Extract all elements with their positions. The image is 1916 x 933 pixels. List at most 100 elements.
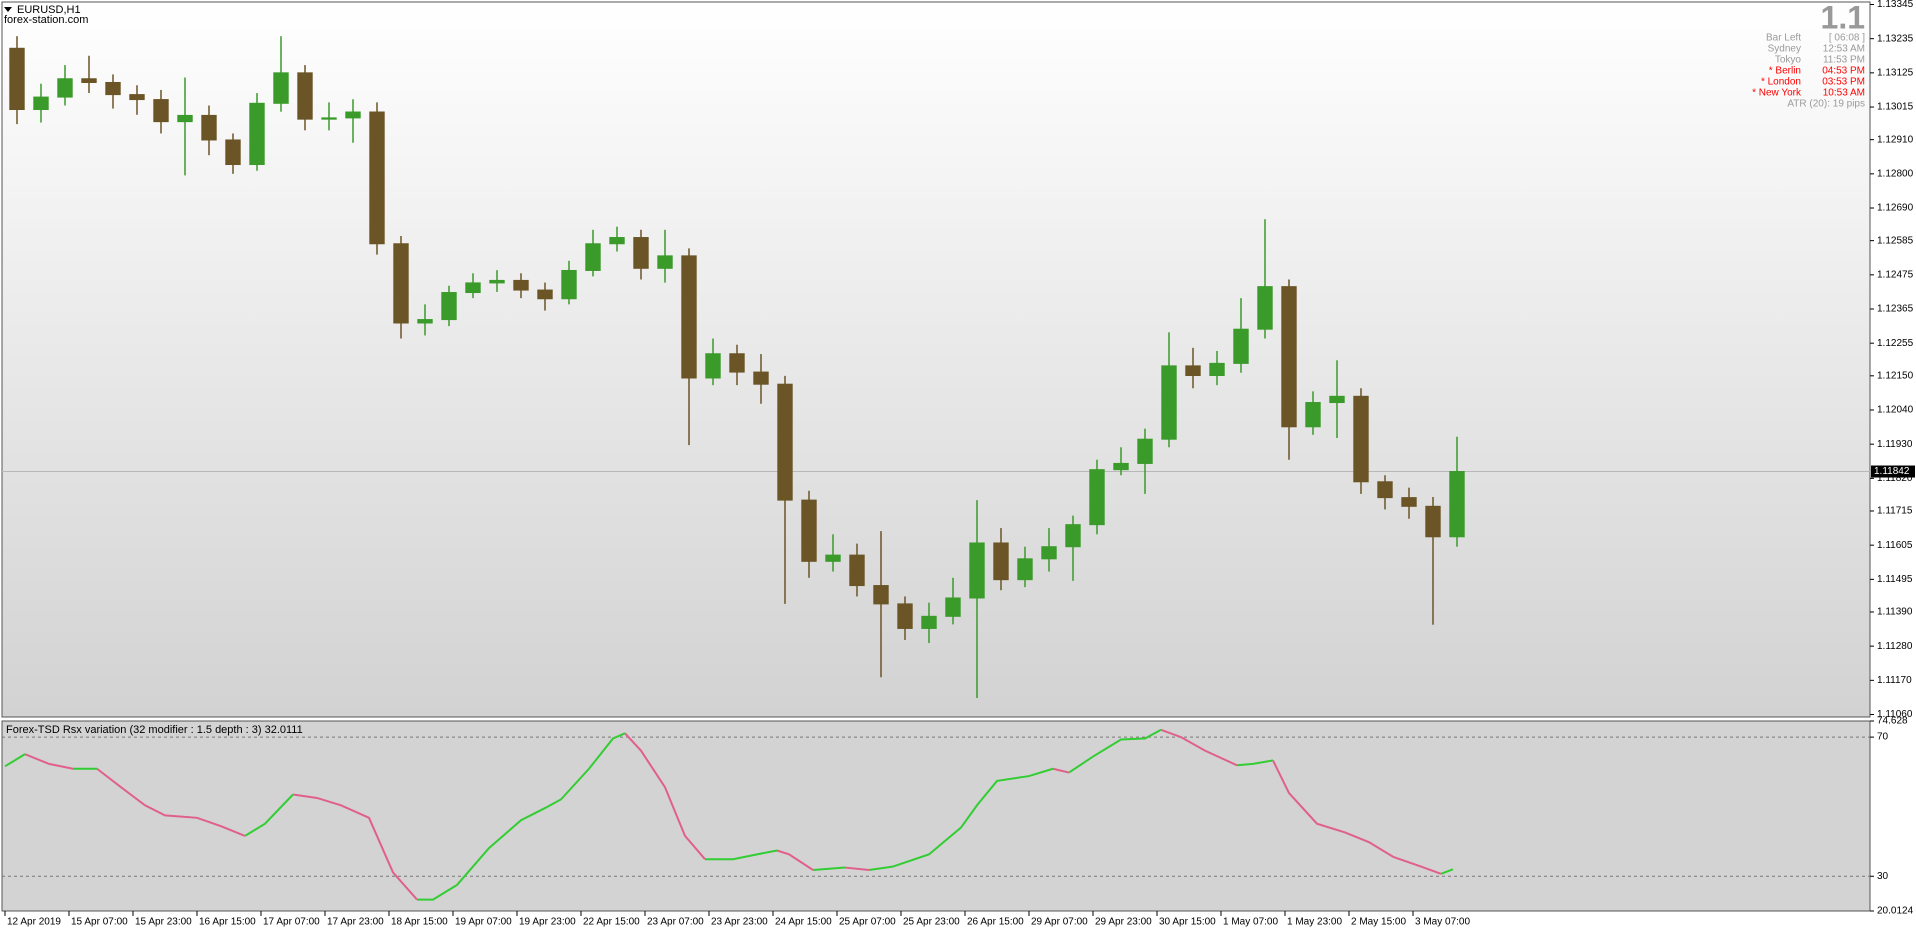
y-tick-label: 1.11605 (1877, 540, 1913, 551)
rsx-line-up (1236, 759, 1274, 767)
candle-body-up (1137, 438, 1153, 464)
x-tick-label: 3 May 07:00 (1415, 917, 1470, 928)
candle-body-up (1257, 286, 1273, 330)
candle-body-up (417, 319, 433, 324)
rsx-line-down (624, 732, 706, 860)
candle-body-down (897, 603, 913, 629)
y-tick-label: 1.12150 (1877, 370, 1914, 381)
info-label: * New York (1752, 88, 1802, 99)
x-tick-label: 25 Apr 07:00 (839, 917, 896, 928)
candle-body-down (633, 237, 649, 269)
candle-body-down (81, 78, 97, 83)
x-tick-label: 12 Apr 2019 (7, 917, 61, 928)
candle-body-up (1065, 524, 1081, 548)
candle-body-down (777, 383, 793, 501)
candle-body-down (9, 47, 25, 111)
candle-body-down (225, 139, 241, 166)
candle-body-down (297, 72, 313, 120)
watermark: forex-station.com (4, 14, 88, 26)
info-label: Bar Left (1766, 33, 1801, 44)
x-tick-label: 29 Apr 23:00 (1095, 917, 1152, 928)
rsx-line-up (244, 793, 294, 837)
x-tick-label: 26 Apr 15:00 (967, 917, 1024, 928)
y-tick-label: 1.12365 (1877, 304, 1914, 315)
info-value: 03:53 PM (1822, 77, 1865, 88)
candle-body-down (1425, 505, 1441, 538)
rsx-line-up (1068, 728, 1162, 774)
y-tick-label: 30 (1877, 871, 1889, 882)
candle-body-up (825, 554, 841, 562)
y-tick-label: 1.11390 (1877, 607, 1913, 618)
candle-body-up (609, 237, 625, 245)
main-pane (1, 1, 1871, 718)
y-tick-label: 1.12255 (1877, 338, 1914, 349)
symbol-menu-arrow[interactable] (4, 7, 12, 12)
y-tick-label: 1.11820 (1877, 473, 1913, 484)
candle-body-down (105, 81, 121, 96)
rsx-line-down (292, 793, 418, 901)
candle-body-up (441, 292, 457, 321)
rsx-line-up (4, 753, 26, 768)
rsx-line-down (844, 866, 870, 871)
indicator-title: Forex-TSD Rsx variation (32 modifier : 1… (6, 724, 303, 736)
candle-body-down (849, 554, 865, 587)
y-tick-label: 1.12585 (1877, 235, 1914, 246)
candle-body-down (993, 542, 1009, 581)
info-value: 10:53 AM (1823, 88, 1865, 99)
candle-body-down (1185, 365, 1201, 377)
candle-body-up (1209, 362, 1225, 377)
candle-body-up (1449, 471, 1465, 538)
rsx-line-down (1052, 767, 1070, 774)
y-tick-label: 1.11495 (1877, 574, 1913, 585)
x-tick-label: 23 Apr 23:00 (711, 917, 768, 928)
info-label: Sydney (1768, 44, 1801, 55)
y-tick-label: 1.12800 (1877, 168, 1914, 179)
candle-body-up (57, 78, 73, 98)
candle-body-up (945, 597, 961, 617)
candle-body-up (321, 117, 337, 120)
y-tick-label: 20.0124 (1877, 906, 1914, 917)
y-tick-label: 1.13125 (1877, 67, 1914, 78)
candle-body-up (1233, 328, 1249, 364)
info-value: [ 06:08 ] (1829, 33, 1865, 44)
candle-body-down (369, 111, 385, 245)
y-tick-label: 1.11060 (1877, 709, 1913, 720)
candle-body-up (1329, 395, 1345, 404)
rsx-line-down (776, 849, 814, 871)
y-tick-label: 1.13015 (1877, 102, 1914, 113)
x-tick-label: 25 Apr 23:00 (903, 917, 960, 928)
info-value: 11:53 PM (1823, 55, 1865, 66)
rsx-line-down (1272, 759, 1442, 875)
x-tick-label: 22 Apr 15:00 (583, 917, 640, 928)
y-tick-label: 1.13235 (1877, 33, 1914, 44)
indicator-pane (1, 720, 1871, 912)
candle-body-down (1281, 286, 1297, 428)
x-tick-label: 24 Apr 15:00 (775, 917, 832, 928)
candle-body-down (753, 371, 769, 385)
candle-body-down (681, 255, 697, 379)
y-tick-label: 1.13345 (1877, 0, 1914, 10)
info-label: * Berlin (1769, 66, 1801, 77)
info-headline: 1.1 (1821, 0, 1865, 35)
y-tick-label: 1.12040 (1877, 405, 1914, 416)
info-label: * London (1761, 77, 1801, 88)
y-tick-label: 1.12910 (1877, 134, 1914, 145)
x-tick-label: 16 Apr 15:00 (199, 917, 256, 928)
info-footer: ATR (20): 19 pips (1787, 99, 1865, 110)
y-tick-label: 1.11280 (1877, 641, 1913, 652)
candle-body-up (273, 72, 289, 104)
candle-body-down (873, 585, 889, 605)
y-tick-label: 1.12475 (1877, 269, 1914, 280)
candle-body-up (249, 102, 265, 166)
candle-body-up (177, 114, 193, 123)
candle-body-up (1161, 365, 1177, 440)
x-tick-label: 30 Apr 15:00 (1159, 917, 1216, 928)
x-tick-label: 2 May 15:00 (1351, 917, 1406, 928)
info-value: 12:53 AM (1823, 44, 1865, 55)
y-tick-label: 1.11715 (1877, 506, 1913, 517)
candle-body-up (1017, 558, 1033, 581)
rsx-line-up (1440, 868, 1454, 875)
rsx-line-up (812, 866, 846, 871)
candle-body-up (33, 96, 49, 111)
